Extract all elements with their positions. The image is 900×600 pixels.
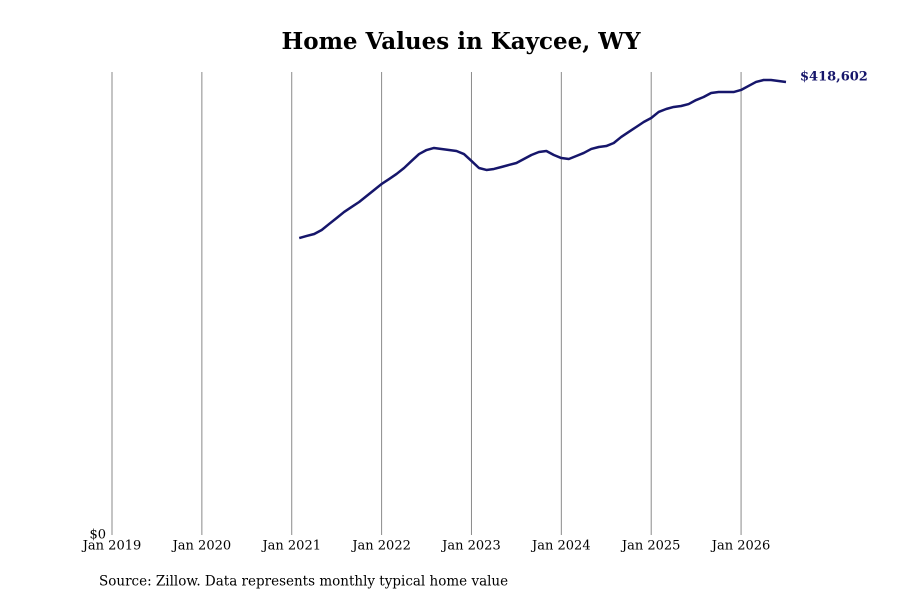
chart-title: Home Values in Kaycee, WY — [282, 28, 642, 55]
value-label: $418,602 — [800, 69, 868, 84]
y-tick-label: $0 — [89, 528, 106, 543]
x-tick-label: Jan 2022 — [350, 539, 411, 554]
x-tick-label: Jan 2026 — [710, 539, 771, 554]
x-tick-label: Jan 2020 — [171, 539, 232, 554]
x-tick-label: Jan 2025 — [620, 539, 681, 554]
source-note: Source: Zillow. Data represents monthly … — [99, 574, 508, 590]
series-line — [298, 78, 787, 240]
x-tick-label: Jan 2021 — [260, 539, 321, 554]
x-tick-label: Jan 2023 — [440, 539, 501, 554]
x-tick-label: Jan 2024 — [530, 539, 591, 554]
x-tick-label: Jan 2019 — [81, 539, 142, 554]
